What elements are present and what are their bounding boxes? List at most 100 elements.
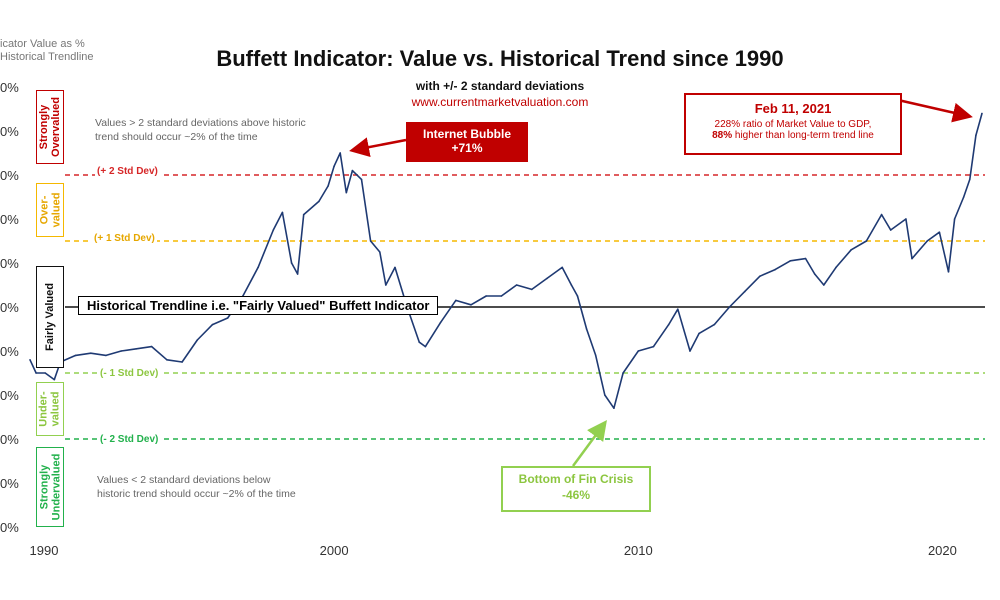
data-point: [975, 134, 977, 137]
note-below-2sd: Values < 2 standard deviations below his…: [97, 474, 296, 500]
data-point: [35, 372, 37, 374]
y-tick-label: 0%: [0, 168, 19, 183]
std-label-minus2: (- 2 Std Dev): [98, 434, 161, 445]
x-tick-label: 2010: [624, 543, 653, 558]
data-point: [196, 339, 199, 341]
callout-internet-bubble-title: Internet Bubble: [422, 127, 511, 141]
data-point: [823, 284, 825, 286]
data-point: [339, 152, 342, 154]
data-point: [439, 321, 442, 324]
x-tick-label: 1990: [30, 543, 59, 558]
data-point: [813, 273, 816, 275]
data-point: [454, 299, 457, 302]
source-link[interactable]: www.currentmarketvaluation.com: [411, 95, 589, 109]
data-point: [743, 290, 746, 293]
data-point: [135, 348, 138, 350]
std-label-minus2-text: - 2 Std Dev: [103, 434, 156, 445]
std-label-minus1-text: - 1 Std Dev: [103, 368, 156, 379]
data-point: [166, 359, 168, 361]
data-point: [938, 231, 941, 233]
y-tick-label: 0%: [0, 256, 19, 271]
data-point: [211, 323, 214, 326]
data-point: [226, 317, 229, 319]
data-point: [637, 350, 640, 352]
data-point: [689, 350, 691, 352]
data-point: [981, 112, 983, 115]
zone-strongly-undervalued: Strongly Undervalued: [36, 447, 64, 527]
chart-subtitle: with +/- 2 standard deviations: [415, 79, 585, 93]
data-point: [594, 354, 597, 357]
data-point: [613, 407, 615, 410]
y-tick-label: 0%: [0, 520, 19, 535]
data-point: [962, 196, 965, 198]
data-point: [789, 260, 792, 262]
callout-feb-2021-pct: 88%: [712, 130, 733, 141]
y-tick-label: 0%: [0, 476, 19, 491]
data-point: [728, 306, 731, 308]
callout-fin-crisis-value: -46%: [561, 488, 590, 502]
data-point: [880, 213, 883, 216]
data-point: [327, 185, 329, 187]
std-label-plus2: (+ 2 Std Dev): [95, 166, 160, 177]
y-tick-label: 0%: [0, 300, 19, 315]
data-point: [351, 169, 354, 172]
callout-feb-2021-rest: higher than long-term trend line: [732, 130, 874, 141]
std-label-plus2-text: + 2 Std Dev: [100, 166, 155, 177]
data-point: [385, 284, 387, 286]
data-point: [570, 284, 573, 286]
data-point: [585, 328, 588, 330]
y-tick-label: 0%: [0, 344, 19, 359]
data-point: [272, 229, 275, 231]
callout-feb-2021-line2: 88% higher than long-term trend line: [686, 130, 900, 141]
zone-undervalued: Under- valued: [36, 382, 64, 436]
data-point: [105, 354, 107, 357]
zone-strongly-undervalued-label: Strongly Undervalued: [38, 453, 63, 521]
data-point: [968, 178, 971, 181]
zone-overvalued-label: Over- valued: [38, 192, 63, 228]
callout-fin-crisis-title: Bottom of Fin Crisis: [518, 472, 634, 486]
data-point: [804, 257, 807, 260]
chart-title: Buffett Indicator: Value vs. Historical …: [216, 46, 784, 71]
data-point: [53, 378, 56, 381]
data-point: [850, 249, 852, 251]
data-point: [281, 211, 284, 214]
x-tick-label: 2020: [928, 543, 957, 558]
bubble-arrow: [349, 137, 407, 157]
data-point: [947, 271, 950, 273]
std-label-minus1: (- 1 Std Dev): [98, 368, 161, 379]
data-point: [500, 295, 503, 297]
zone-fairly-valued: Fairly Valued: [36, 266, 64, 368]
data-point: [181, 361, 183, 363]
data-point: [120, 350, 123, 352]
callout-feb-2021: Feb 11, 2021 228% ratio of Market Value …: [684, 93, 902, 155]
data-point: [378, 251, 381, 253]
data-point: [531, 288, 533, 291]
note-above-2sd: Values > 2 standard deviations above his…: [95, 117, 306, 143]
data-point: [369, 240, 372, 242]
data-point: [622, 372, 624, 374]
data-point: [424, 345, 427, 348]
y-tick-label: 0%: [0, 388, 19, 403]
data-point: [90, 352, 92, 355]
data-point: [546, 277, 548, 280]
callout-internet-bubble: Internet Bubble +71%: [406, 122, 528, 162]
data-point: [318, 200, 320, 203]
data-point: [698, 332, 700, 335]
data-point: [485, 295, 488, 297]
data-point: [561, 266, 564, 269]
data-point: [759, 275, 761, 278]
data-point: [911, 257, 913, 260]
data-point: [576, 295, 579, 297]
zone-strongly-overvalued-label: Strongly Overvalued: [38, 97, 63, 157]
callout-feb-2021-title: Feb 11, 2021: [754, 101, 832, 116]
crisis-arrow: [571, 419, 607, 467]
data-point: [345, 191, 348, 194]
data-point: [470, 304, 472, 306]
data-point: [296, 273, 299, 275]
y-tick-label: 0%: [0, 80, 19, 95]
data-point: [29, 359, 31, 361]
zone-fairly-valued-label: Fairly Valued: [44, 283, 56, 351]
data-point: [774, 268, 776, 271]
std-label-plus1-text: + 1 Std Dev: [97, 233, 152, 244]
